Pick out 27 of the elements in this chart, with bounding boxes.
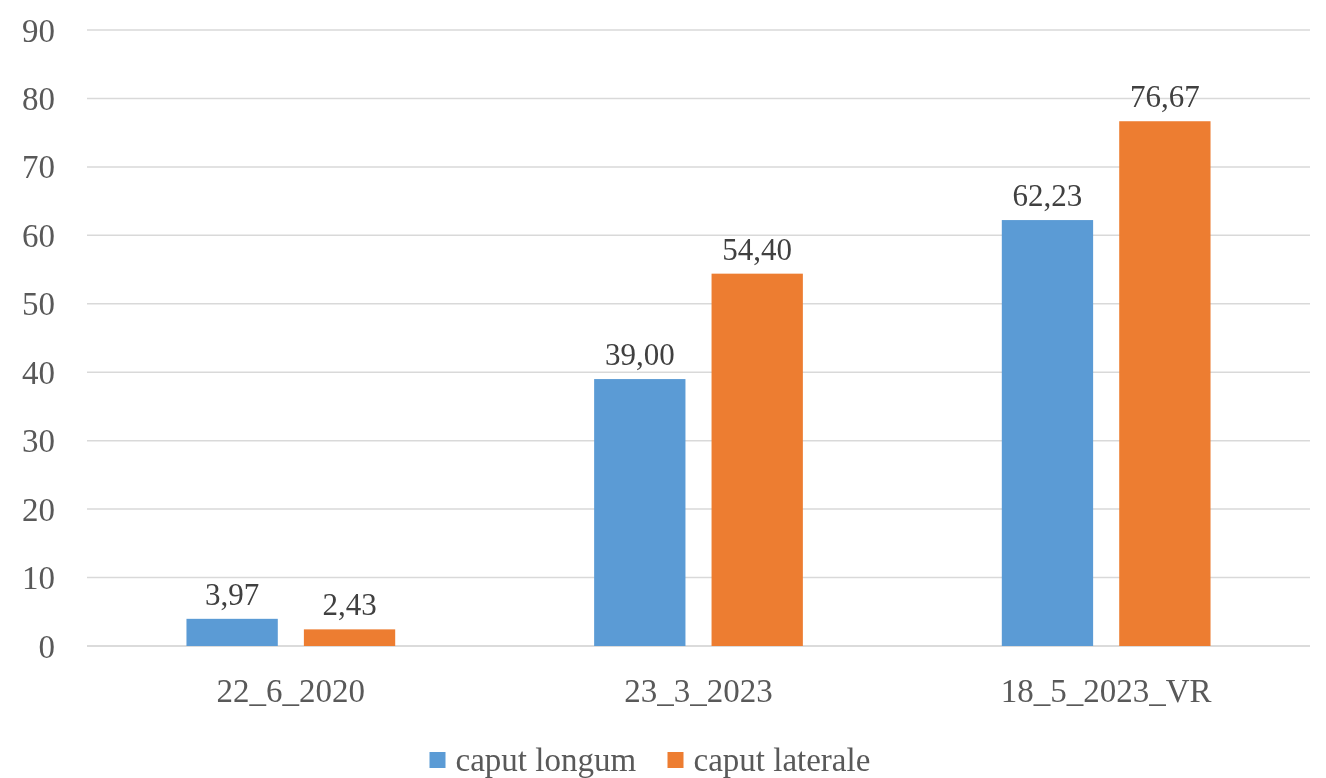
data-label: 62,23: [1012, 178, 1083, 214]
x-tick-label: 23_3_2023: [624, 672, 773, 709]
y-tick-label: 80: [22, 80, 55, 117]
bar: [186, 618, 278, 646]
x-tick-label: 22_6_2020: [216, 672, 366, 709]
y-tick-label: 40: [22, 354, 55, 391]
data-label: 2,43: [322, 587, 377, 623]
legend-label: caput longum: [455, 741, 637, 778]
bar: [1119, 121, 1211, 646]
bar: [303, 629, 396, 646]
y-tick-label: 50: [22, 286, 55, 323]
y-tick-label: 30: [22, 423, 55, 460]
data-label: 3,97: [205, 576, 260, 612]
data-label: 76,67: [1130, 79, 1200, 115]
y-tick-label: 60: [22, 217, 55, 254]
bar: [1001, 220, 1094, 646]
data-label: 39,00: [604, 337, 675, 373]
y-tick-label: 0: [38, 628, 55, 665]
y-tick-label: 10: [22, 560, 55, 597]
y-tick-label: 90: [22, 12, 55, 49]
bar: [594, 379, 686, 646]
legend-label: caput laterale: [693, 741, 871, 778]
data-label: 54,40: [722, 231, 793, 267]
x-tick-label: 18_5_2023_VR: [1000, 672, 1212, 709]
y-tick-label: 20: [22, 491, 55, 528]
bar: [711, 273, 803, 646]
y-tick-label: 70: [22, 149, 55, 186]
